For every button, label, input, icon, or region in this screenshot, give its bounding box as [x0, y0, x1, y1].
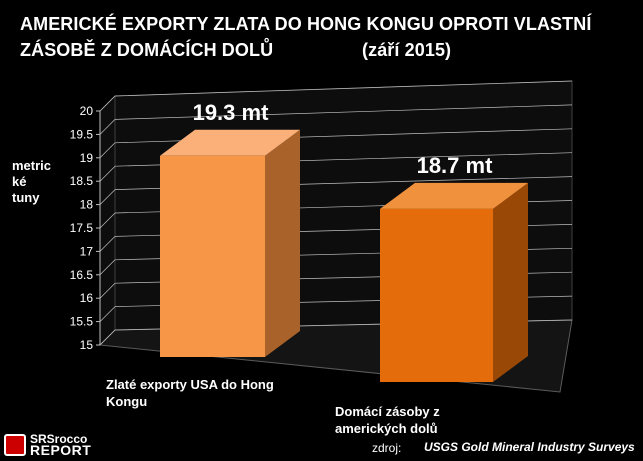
- srsrocco-logo: SRSrocco REPORT: [4, 432, 132, 458]
- y-tick-label: 16.5: [70, 268, 94, 282]
- bar: [380, 208, 493, 382]
- logo-mark-icon: [4, 434, 26, 456]
- data-label: 18.7 mt: [417, 153, 493, 178]
- gridline-side: [99, 282, 116, 299]
- gridline-side: [99, 259, 116, 276]
- gridline-side: [99, 189, 116, 205]
- y-tick-label: 19.5: [70, 127, 94, 141]
- bar-top: [160, 129, 300, 156]
- category-label-domestic: Domácí zásoby z amerických dolů: [335, 404, 440, 436]
- gridline: [114, 104, 573, 120]
- gridline-side: [99, 95, 116, 112]
- y-tick-label: 17.5: [70, 221, 94, 235]
- gridline-side: [99, 306, 116, 322]
- data-label: 19.3 mt: [193, 100, 269, 125]
- y-tick-label: 15.5: [70, 315, 94, 329]
- gridline: [114, 80, 573, 97]
- gridline-side: [99, 165, 116, 182]
- y-tick-label: 16: [80, 291, 94, 305]
- y-tick-label: 15: [80, 338, 94, 352]
- gridline-side: [99, 236, 116, 252]
- logo-text-line1: SRSrocco: [30, 432, 88, 446]
- source-text: USGS Gold Mineral Industry Surveys: [424, 440, 635, 454]
- chart-title-line2: ZÁSOBĚ Z DOMÁCÍCH DOLŮ: [20, 40, 274, 60]
- y-tick-label: 18.5: [70, 174, 94, 188]
- y-tick-label: 20: [80, 104, 94, 118]
- bar-top: [380, 182, 528, 209]
- gridline-side: [99, 119, 116, 135]
- bar: [160, 155, 265, 357]
- gridline-side: [99, 212, 116, 229]
- bar-side: [493, 182, 528, 382]
- logo-text-line2: REPORT: [30, 442, 92, 458]
- gridline-side: [99, 329, 116, 346]
- y-axis-label: metric ké tuny: [12, 158, 52, 205]
- bar-side: [265, 129, 300, 357]
- gridline-side: [99, 142, 116, 159]
- source-prefix: zdroj:: [372, 441, 402, 455]
- category-label-exports: Zlaté exporty USA do Hong Kongu: [106, 377, 274, 409]
- y-tick-label: 17: [80, 244, 94, 258]
- chart-title-date: (září 2015): [362, 40, 452, 60]
- y-tick-label: 19: [80, 151, 94, 165]
- y-tick-label: 18: [80, 198, 94, 212]
- chart-title-line1: AMERICKÉ EXPORTY ZLATA DO HONG KONGU OPR…: [20, 14, 592, 34]
